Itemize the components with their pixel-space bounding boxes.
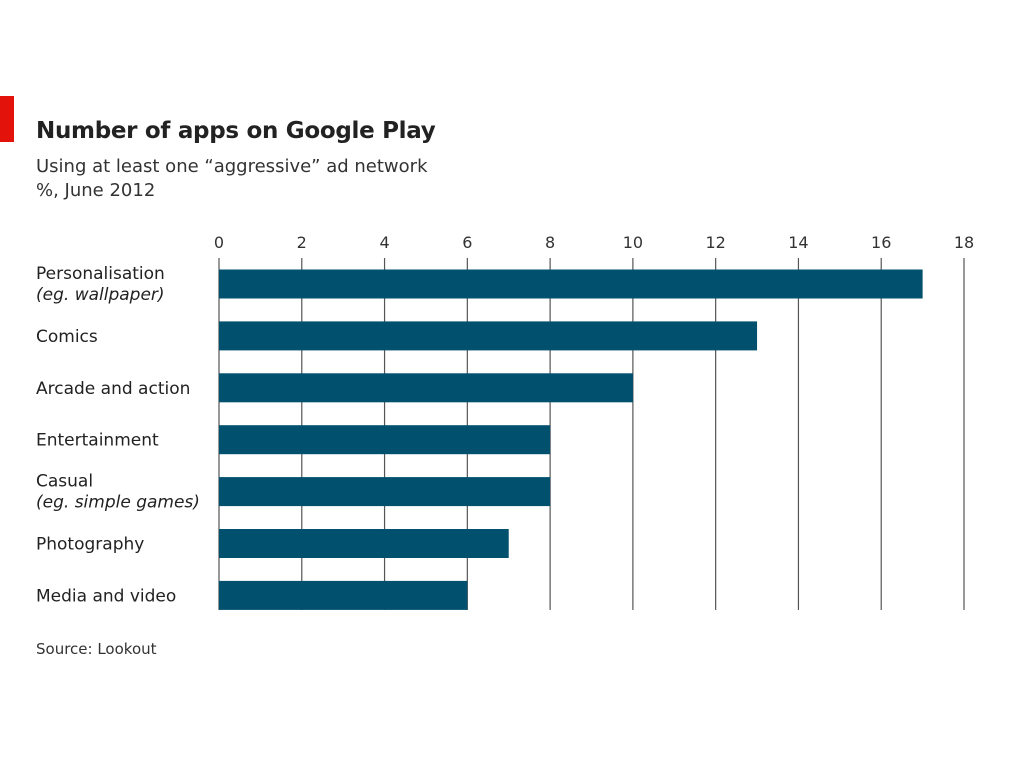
category-label: Casual	[36, 472, 93, 492]
x-tick-label: 6	[462, 233, 472, 252]
category-label: Media and video	[36, 586, 176, 606]
subtitle-line-1: Using at least one “aggressive” ad netwo…	[36, 156, 428, 177]
chart-subtitle: Using at least one “aggressive” ad netwo…	[36, 155, 428, 203]
bar	[219, 477, 551, 507]
bar	[219, 425, 551, 455]
subtitle-line-2: %, June 2012	[36, 180, 156, 201]
source-note: Source: Lookout	[36, 640, 157, 658]
x-tick-label: 2	[297, 233, 307, 252]
x-tick-label: 18	[954, 233, 974, 252]
accent-bar	[0, 96, 14, 142]
category-label: Photography	[36, 535, 144, 555]
bar	[219, 269, 923, 299]
bar	[219, 373, 633, 403]
category-label: Entertainment	[36, 431, 159, 451]
x-tick-label: 4	[379, 233, 389, 252]
x-tick-label: 12	[705, 233, 725, 252]
chart-title: Number of apps on Google Play	[36, 118, 436, 144]
x-tick-label: 14	[788, 233, 808, 252]
category-label: Arcade and action	[36, 379, 190, 399]
bar	[219, 529, 509, 558]
x-tick-label: 8	[545, 233, 555, 252]
x-tick-label: 0	[214, 233, 224, 252]
category-note: (eg. wallpaper)	[36, 285, 165, 305]
category-label: Personalisation	[36, 264, 165, 284]
category-note: (eg. simple games)	[36, 493, 200, 513]
x-tick-label: 16	[871, 233, 891, 252]
category-label: Comics	[36, 327, 98, 347]
bar	[219, 321, 758, 351]
bar	[219, 580, 468, 610]
x-tick-label: 10	[623, 233, 643, 252]
